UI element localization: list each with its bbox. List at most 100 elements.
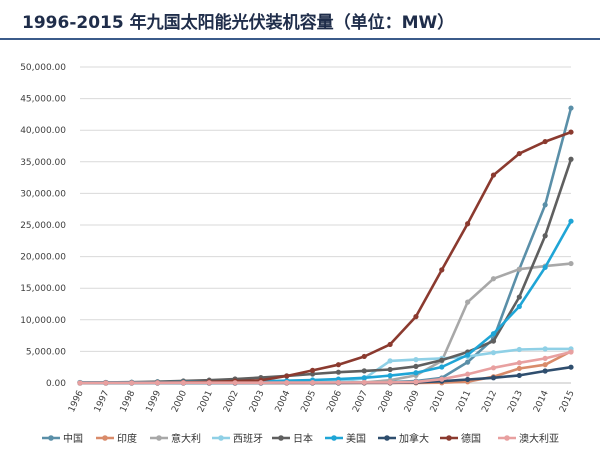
data-point: [542, 233, 548, 239]
data-point: [568, 129, 574, 135]
legend-label: 中国: [63, 432, 83, 445]
data-point: [284, 373, 290, 379]
y-tick-label: 40,000.00: [20, 126, 66, 136]
data-point: [542, 368, 548, 374]
data-point: [516, 150, 522, 157]
data-point: [465, 371, 471, 377]
data-point: [439, 357, 445, 363]
y-tick-label: 5,000.00: [26, 347, 66, 357]
legend-item: 中国: [42, 432, 83, 445]
data-point: [77, 380, 83, 386]
x-tick-label: 2006: [325, 389, 344, 414]
data-point: [568, 260, 574, 267]
data-point: [361, 379, 367, 386]
data-point: [516, 346, 522, 353]
series-line: [79, 220, 573, 384]
data-point: [232, 380, 238, 386]
data-point: [361, 368, 367, 374]
x-tick-label: 2000: [170, 389, 189, 414]
data-point: [180, 380, 186, 386]
data-point: [516, 372, 522, 379]
y-tick-label: 25,000.00: [20, 221, 66, 231]
x-tick-label: 1998: [119, 389, 138, 414]
x-tick-label: 2001: [196, 389, 215, 414]
x-tick-label: 2014: [532, 389, 551, 414]
data-point: [413, 379, 419, 385]
title-bar: 1996-2015 年九国太阳能光伏装机容量（单位：MW）: [0, 0, 600, 40]
legend-marker: [218, 435, 224, 441]
x-tick-label: 2012: [480, 389, 499, 414]
y-tick-label: 35,000.00: [20, 158, 66, 168]
legend-item: 西班牙: [212, 433, 263, 445]
x-tick-label: 2003: [248, 389, 267, 414]
x-tick-label: 1999: [145, 389, 164, 414]
legend-item: 意大利: [150, 432, 201, 445]
data-point: [309, 379, 316, 386]
data-point: [361, 353, 367, 360]
x-tick-label: 1996: [67, 389, 86, 414]
data-point: [387, 366, 393, 373]
legend-label: 印度: [117, 432, 137, 445]
series-line: [79, 158, 573, 384]
data-point: [490, 365, 497, 371]
data-point: [413, 314, 419, 320]
data-point: [387, 358, 393, 364]
x-tick-label: 2004: [274, 389, 293, 414]
legend-label: 澳大利亚: [519, 432, 559, 445]
legend-marker: [384, 435, 390, 441]
x-tick-label: 2013: [506, 389, 525, 414]
title-divider: [0, 38, 600, 40]
x-tick-label: 2002: [222, 389, 241, 414]
data-point: [542, 346, 548, 352]
data-point: [413, 357, 419, 363]
x-tick-label: 2015: [558, 389, 577, 414]
data-point: [465, 299, 471, 305]
data-point: [516, 266, 522, 272]
data-point: [568, 349, 574, 355]
data-point: [490, 172, 497, 178]
series-line: [79, 350, 572, 385]
y-tick-label: 15,000.00: [20, 284, 66, 294]
legend-label: 日本: [293, 432, 313, 445]
legend-marker: [278, 435, 284, 441]
data-point: [387, 379, 393, 385]
data-point: [206, 380, 212, 386]
data-point: [284, 380, 290, 386]
data-point: [568, 364, 574, 370]
data-point: [516, 294, 522, 300]
data-point: [516, 303, 522, 310]
legend-item: 日本: [272, 432, 313, 445]
data-point: [465, 221, 471, 227]
data-point: [490, 276, 497, 282]
data-point: [465, 352, 471, 358]
data-point: [568, 105, 574, 111]
data-point: [361, 375, 367, 381]
data-point: [258, 380, 264, 386]
x-tick-label: 2008: [377, 389, 396, 414]
x-tick-label: 2005: [300, 389, 319, 414]
x-tick-label: 2007: [351, 389, 370, 414]
legend-label: 意大利: [171, 432, 201, 445]
data-point: [490, 338, 497, 344]
y-tick-label: 20,000.00: [20, 253, 66, 263]
data-point: [516, 365, 522, 372]
legend-marker: [331, 435, 337, 441]
legend-label: 美国: [346, 432, 366, 445]
legend-item: 加拿大: [378, 432, 429, 445]
data-point: [335, 362, 342, 368]
legend-label: 西班牙: [233, 433, 263, 445]
legend-marker: [156, 435, 162, 441]
data-point: [516, 360, 522, 366]
y-tick-label: 10,000.00: [20, 316, 66, 326]
legend-marker: [48, 435, 54, 441]
data-point: [439, 364, 445, 370]
series-line: [80, 262, 572, 385]
data-point: [542, 362, 548, 368]
series-line: [80, 107, 573, 385]
legend-item: 印度: [96, 432, 137, 445]
data-point: [413, 363, 419, 369]
y-tick-label: 0.00: [46, 379, 66, 389]
legend-label: 德国: [461, 432, 481, 445]
legend-marker: [102, 435, 108, 441]
line-chart: 0.00 5,000.00 10,000.00 15,000.00 20,000.00 2…: [20, 63, 577, 445]
